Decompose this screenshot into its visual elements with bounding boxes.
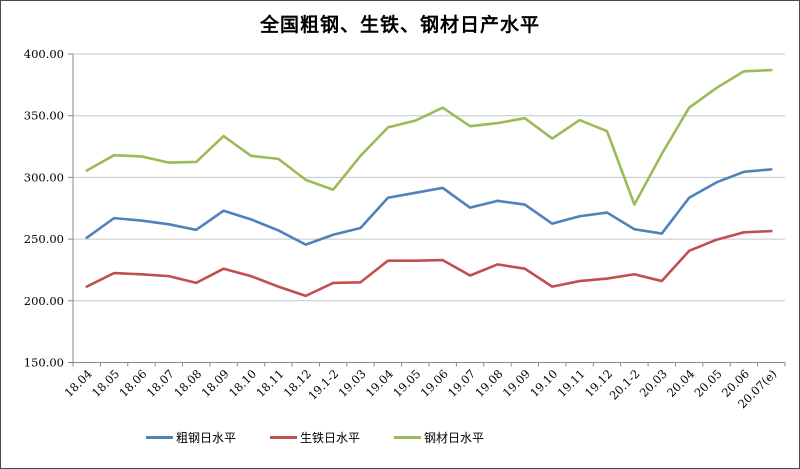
x-axis-label: 19.04 [363, 367, 396, 400]
x-axis-label: 18.10 [226, 367, 259, 400]
y-axis-label: 300.00 [24, 170, 64, 184]
y-axis-label: 350.00 [24, 109, 64, 123]
line-chart-plot-area: 150.00 200.00 250.00 300.00 350.00 400.00 18.0… [24, 47, 786, 411]
legend-label: 生铁日水平 [300, 431, 361, 445]
x-axis-label: 18.05 [89, 367, 122, 400]
x-axis-label: 19.10 [527, 367, 560, 400]
y-axis-label: 200.00 [24, 294, 64, 308]
x-axis-label: 19.08 [472, 367, 505, 400]
x-axis-label: 19.03 [335, 367, 368, 400]
y-axis-label: 150.00 [24, 356, 64, 370]
x-axis-label: 18.07 [144, 367, 177, 400]
x-axis-label: 20.1-2 [607, 367, 643, 403]
series-line-钢材日水平 [85, 68, 773, 206]
x-axis-label: 19.05 [390, 367, 423, 400]
y-axis-label: 250.00 [24, 232, 64, 246]
x-axis-label: 19.06 [418, 367, 451, 400]
legend-line-swatch [394, 436, 422, 439]
x-axis-label: 18.04 [62, 367, 95, 400]
legend-line-swatch [270, 436, 298, 439]
legend-item: 钢材日水平 [394, 429, 484, 446]
x-axis-label: 18.06 [116, 367, 149, 400]
chart-title: 全国粗钢、生铁、钢材日产水平 [259, 14, 540, 36]
chart-legend: 粗钢日水平 生铁日水平 钢材日水平 [146, 429, 484, 446]
y-axis-label: 400.00 [24, 47, 64, 61]
legend-label: 粗钢日水平 [176, 431, 237, 445]
legend-line-swatch [146, 436, 173, 439]
legend-item: 生铁日水平 [270, 429, 360, 446]
x-axis-label: 18.11 [253, 367, 286, 400]
legend-item: 粗钢日水平 [146, 429, 236, 446]
x-axis-label: 18.08 [171, 367, 204, 400]
x-axis-label: 19.11 [555, 367, 588, 400]
x-axis-label: 19.1-2 [305, 367, 341, 403]
x-axis-label: 20.04 [664, 367, 697, 400]
series-line-粗钢日水平 [85, 168, 773, 246]
x-axis-label: 20.05 [691, 367, 724, 400]
x-axis-label: 18.09 [199, 367, 232, 400]
x-axis-label: 20.03 [637, 367, 670, 400]
x-axis-label: 19.07 [445, 367, 478, 400]
x-axis-label: 19.09 [500, 367, 533, 400]
series-line-生铁日水平 [85, 229, 773, 298]
legend-label: 钢材日水平 [424, 431, 485, 445]
